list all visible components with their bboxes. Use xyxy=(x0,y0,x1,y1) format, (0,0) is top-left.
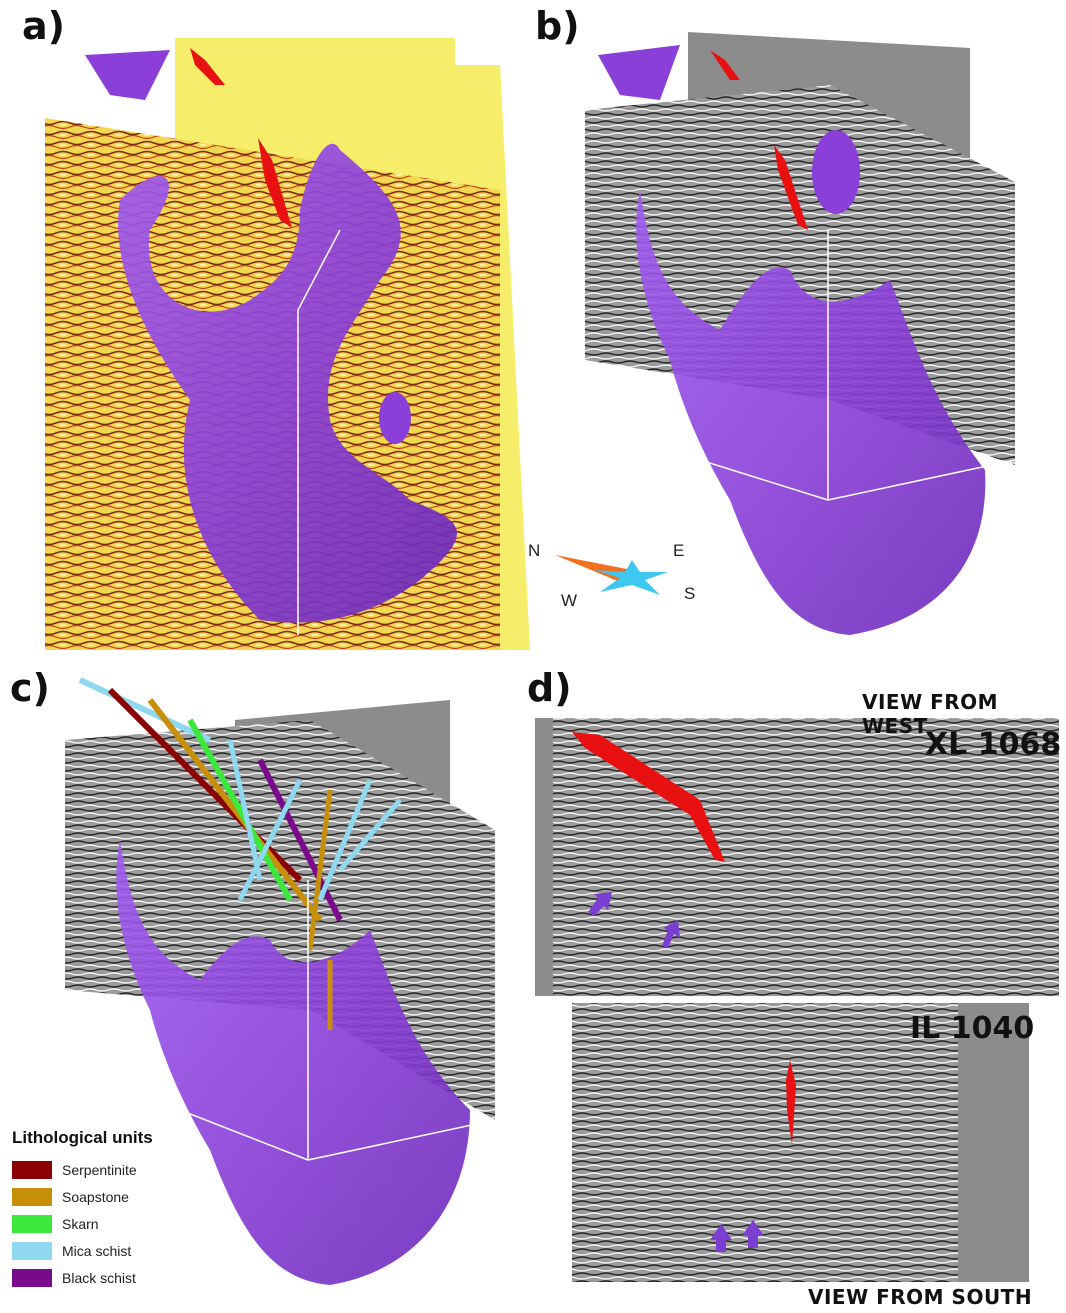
legend-swatch xyxy=(12,1268,52,1287)
legend-item: Skarn xyxy=(12,1210,202,1237)
panel-a-ore-body xyxy=(118,143,458,623)
legend-label: Black schist xyxy=(62,1269,136,1286)
xl-arrow-2 xyxy=(662,920,680,948)
panel-c-label: c) xyxy=(10,666,50,710)
legend-swatch xyxy=(12,1241,52,1260)
panel-b-top-body xyxy=(598,45,680,100)
drillhole xyxy=(237,778,303,902)
panel-d-label: d) xyxy=(527,666,572,710)
drillhole xyxy=(257,758,343,922)
panel-b-box-edge-3 xyxy=(827,459,1016,501)
panel-c-box-edge-3 xyxy=(307,1119,496,1161)
drillhole xyxy=(317,779,373,901)
legend-swatch xyxy=(12,1187,52,1206)
compass-south-label: S xyxy=(684,584,696,603)
panel-a-top-body xyxy=(85,50,170,100)
lithology-legend: Lithological units Serpentinite Soapston… xyxy=(12,1128,202,1291)
compass-star xyxy=(595,560,668,595)
panel-b-small-body xyxy=(812,130,860,214)
panel-a-fault-top xyxy=(190,48,225,85)
legend-label: Serpentinite xyxy=(62,1161,137,1178)
panel-a-box-edge-2 xyxy=(297,229,341,311)
il-arrow-2 xyxy=(742,1220,764,1248)
panel-b-fault-top xyxy=(710,50,740,80)
view-from-south-title: VIEW FROM SOUTH xyxy=(808,1285,1033,1309)
legend-label: Soapstone xyxy=(62,1188,129,1205)
drillhole xyxy=(307,789,333,951)
panel-d-scene xyxy=(535,718,1059,1282)
legend-item: Serpentinite xyxy=(12,1156,202,1183)
xl-section-blank-strip xyxy=(535,718,553,996)
panel-b-fault xyxy=(774,145,808,230)
panel-b-ore-body xyxy=(636,190,986,635)
xl-fault xyxy=(572,732,725,862)
drillhole xyxy=(338,798,402,872)
legend-swatch xyxy=(12,1214,52,1233)
il-section-blank-strip xyxy=(958,1003,1029,1282)
compass-east-label: E xyxy=(673,541,685,560)
legend-label: Mica schist xyxy=(62,1242,132,1259)
panel-c-ore-body xyxy=(116,840,470,1285)
legend-item: Soapstone xyxy=(12,1183,202,1210)
view-from-west-title: VIEW FROM WEST xyxy=(862,690,999,738)
panel-b-box-edge-2 xyxy=(699,459,829,501)
panel-a-label: a) xyxy=(22,4,66,48)
compass-north-label: N xyxy=(528,541,541,560)
xl-slice-label: XL 1068 xyxy=(925,727,1062,762)
panel-c-drillholes xyxy=(78,677,402,1030)
drillhole xyxy=(78,677,212,743)
legend-label: Skarn xyxy=(62,1215,99,1232)
panel-b-scene xyxy=(585,32,1016,635)
drillhole xyxy=(187,718,293,902)
compass-west-label: W xyxy=(561,591,578,610)
panel-a-small-body xyxy=(379,392,411,444)
il-section xyxy=(572,1003,1029,1282)
legend-item: Black schist xyxy=(12,1264,202,1291)
legend-title: Lithological units xyxy=(12,1128,153,1147)
panel-b-label: b) xyxy=(535,4,580,48)
panel-a-scene xyxy=(45,38,530,650)
drillhole xyxy=(227,739,263,881)
panel-a-fault xyxy=(258,138,292,228)
xl-arrow-1 xyxy=(588,892,612,916)
il-slice-label: IL 1040 xyxy=(910,1011,1035,1046)
il-fault xyxy=(786,1060,796,1145)
legend-swatch xyxy=(12,1160,52,1179)
drillhole xyxy=(147,698,323,922)
compass-rose xyxy=(555,555,668,595)
panel-c-scene xyxy=(65,677,496,1285)
panel-c-box-edge-2 xyxy=(179,1109,309,1161)
il-arrow-1 xyxy=(710,1224,732,1252)
legend-item: Mica schist xyxy=(12,1237,202,1264)
